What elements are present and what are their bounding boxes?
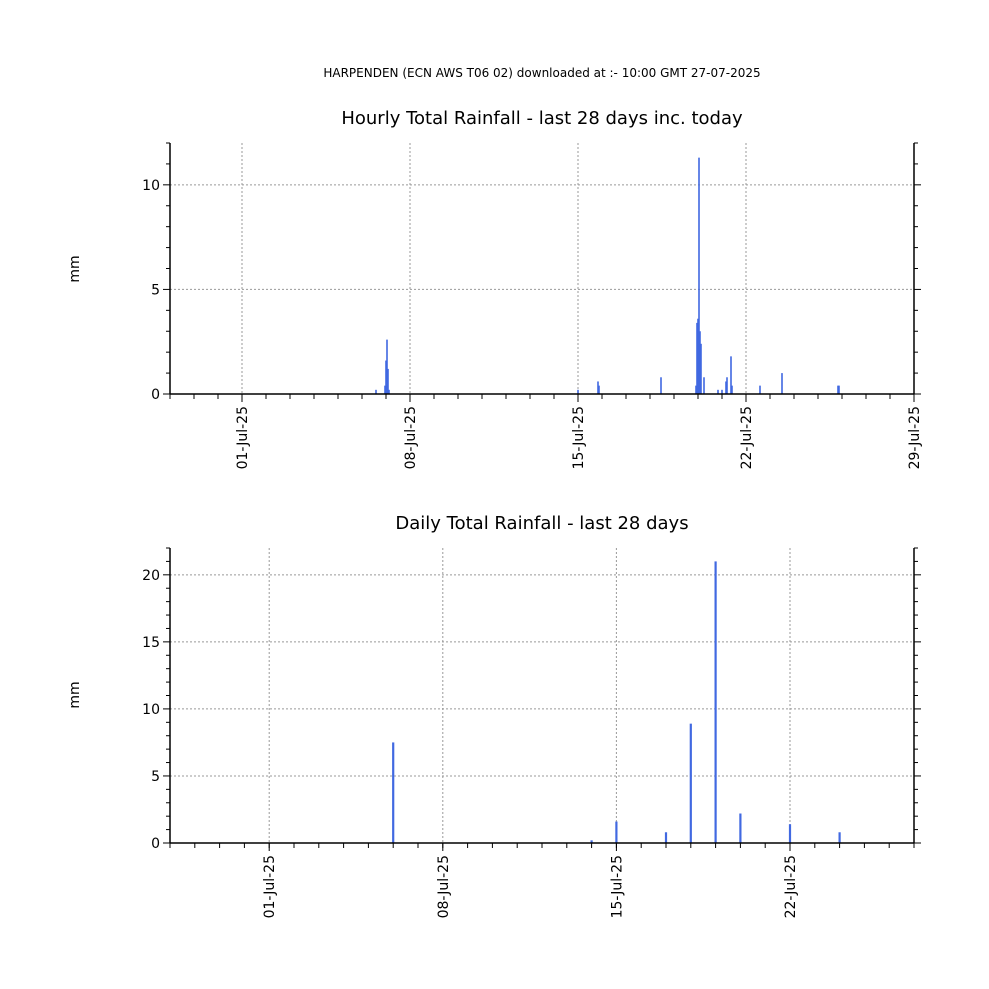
y-tick-label: 10 bbox=[142, 702, 160, 718]
rainfall-bar bbox=[615, 821, 618, 843]
rainfall-bar bbox=[700, 343, 702, 394]
x-tick-label: 29-Jul-25 bbox=[907, 406, 923, 469]
rainfall-bar bbox=[375, 389, 377, 394]
y-tick-label: 10 bbox=[142, 178, 160, 194]
rainfall-bar bbox=[697, 318, 699, 394]
rainfall-bar bbox=[838, 832, 841, 843]
y-tick-label: 5 bbox=[151, 282, 160, 298]
x-tick-label: 15-Jul-25 bbox=[571, 406, 587, 469]
rainfall-bar bbox=[717, 389, 719, 394]
rainfall-bar bbox=[598, 385, 600, 394]
x-tick-label: 15-Jul-25 bbox=[609, 855, 625, 918]
rainfall-bar bbox=[696, 322, 698, 394]
rainfall-bar bbox=[392, 742, 395, 843]
y-tick-label: 0 bbox=[151, 387, 160, 403]
hourly-y-axis-label: mm bbox=[67, 255, 83, 282]
rainfall-bar bbox=[703, 377, 705, 394]
y-tick-label: 0 bbox=[151, 836, 160, 852]
rainfall-bar bbox=[739, 813, 742, 843]
hourly-chart-title: Hourly Total Rainfall - last 28 days inc… bbox=[341, 108, 743, 129]
x-tick-label: 01-Jul-25 bbox=[235, 406, 251, 469]
rainfall-bar bbox=[699, 331, 701, 394]
rainfall-bar bbox=[725, 381, 727, 394]
rainfall-bar bbox=[721, 389, 723, 394]
rainfall-bar bbox=[726, 377, 728, 394]
x-tick-label: 08-Jul-25 bbox=[436, 855, 452, 918]
rainfall-bar bbox=[388, 389, 390, 394]
rainfall-bar bbox=[664, 832, 668, 843]
y-tick-label: 15 bbox=[142, 635, 160, 651]
rainfall-bar bbox=[660, 377, 662, 394]
x-tick-label: 08-Jul-25 bbox=[403, 406, 419, 469]
rainfall-bar bbox=[689, 723, 692, 843]
rainfall-bar bbox=[837, 385, 839, 394]
rainfall-bar bbox=[590, 840, 593, 843]
daily-rainfall-chart: Daily Total Rainfall - last 28 days mm 0… bbox=[67, 513, 921, 918]
rainfall-bar bbox=[597, 381, 599, 394]
rainfall-bar bbox=[731, 385, 733, 394]
rainfall-bar bbox=[577, 389, 579, 394]
rainfall-bar bbox=[781, 373, 783, 394]
daily-y-axis-label: mm bbox=[67, 681, 83, 708]
y-tick-label: 20 bbox=[142, 568, 160, 584]
x-tick-label: 01-Jul-25 bbox=[262, 855, 278, 918]
daily-chart-title: Daily Total Rainfall - last 28 days bbox=[395, 513, 688, 534]
rainfall-bar bbox=[788, 824, 792, 843]
hourly-rainfall-chart: Hourly Total Rainfall - last 28 days inc… bbox=[67, 108, 923, 469]
rainfall-bar bbox=[385, 360, 387, 394]
station-header: HARPENDEN (ECN AWS T06 02) downloaded at… bbox=[323, 66, 761, 80]
rainfall-bar bbox=[759, 385, 761, 394]
rainfall-bar bbox=[698, 157, 700, 394]
rainfall-bar bbox=[730, 356, 732, 394]
x-tick-label: 22-Jul-25 bbox=[739, 406, 755, 469]
rainfall-bar bbox=[714, 561, 717, 843]
rainfall-bar bbox=[838, 385, 840, 394]
rainfall-bar bbox=[386, 339, 388, 394]
x-tick-label: 22-Jul-25 bbox=[783, 855, 799, 918]
rainfall-bar bbox=[695, 385, 697, 394]
rainfall-bar bbox=[387, 368, 389, 394]
y-tick-label: 5 bbox=[151, 769, 160, 785]
rainfall-bar bbox=[384, 385, 386, 394]
